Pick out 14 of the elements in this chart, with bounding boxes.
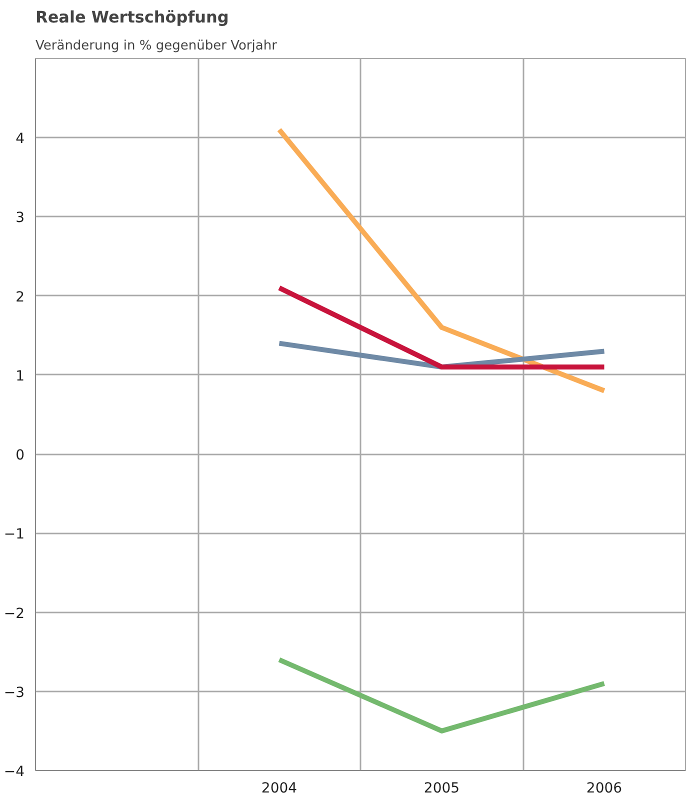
- y-tick-label: 3: [16, 210, 25, 226]
- x-tick-label: 2004: [261, 780, 298, 796]
- y-tick-label: −2: [4, 606, 25, 622]
- x-tick-label: 2006: [586, 780, 622, 796]
- y-tick-label: 0: [16, 448, 25, 464]
- x-tick-label: 2005: [424, 780, 460, 796]
- chart-title: Reale Wertschöpfung: [36, 8, 229, 26]
- y-tick-label: −4: [4, 764, 25, 780]
- y-tick-label: 4: [16, 131, 25, 148]
- y-tick-label: 1: [16, 368, 25, 384]
- y-tick-label: 2: [16, 289, 25, 306]
- y-tick-label: −1: [4, 526, 25, 543]
- y-tick-label: −3: [4, 684, 25, 701]
- chart-subtitle: Veränderung in % gegenüber Vorjahr: [36, 38, 278, 54]
